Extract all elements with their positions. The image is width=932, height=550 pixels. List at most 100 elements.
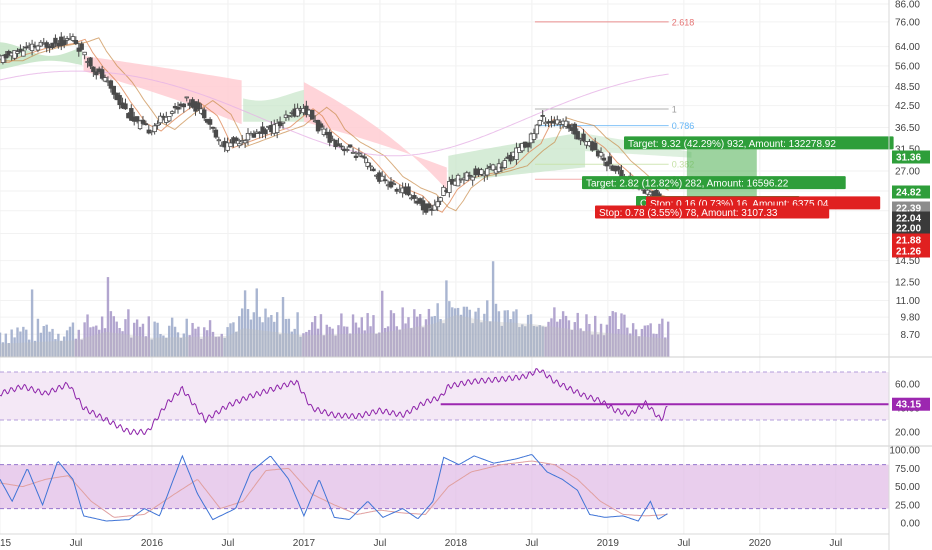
candle[interactable] (143, 120, 149, 126)
candle[interactable] (70, 33, 76, 43)
candle[interactable] (406, 183, 411, 197)
candle[interactable] (356, 147, 362, 157)
candle[interactable] (44, 40, 49, 53)
candle[interactable] (616, 165, 621, 175)
candle[interactable] (485, 164, 490, 180)
candle[interactable] (29, 39, 35, 56)
candle[interactable] (210, 126, 216, 133)
candle[interactable] (53, 34, 58, 48)
candle[interactable] (502, 157, 507, 170)
candle[interactable] (479, 167, 484, 177)
candle[interactable] (327, 129, 332, 147)
candle[interactable] (263, 128, 268, 139)
candle[interactable] (353, 151, 359, 161)
candle[interactable] (572, 122, 577, 140)
candle[interactable] (12, 50, 17, 61)
candle[interactable] (88, 57, 93, 70)
candle[interactable] (371, 166, 376, 172)
candle[interactable] (563, 116, 569, 129)
candle[interactable] (435, 196, 440, 212)
candle[interactable] (534, 123, 540, 139)
candle[interactable] (423, 203, 429, 215)
candle[interactable] (531, 128, 537, 144)
candle[interactable] (336, 138, 341, 147)
candle[interactable] (490, 163, 496, 172)
candle[interactable] (581, 128, 586, 143)
candle[interactable] (309, 109, 315, 120)
candle[interactable] (0, 54, 6, 65)
candle[interactable] (140, 115, 146, 126)
candle[interactable] (184, 96, 189, 102)
candle[interactable] (35, 44, 41, 53)
candle[interactable] (575, 128, 580, 140)
candle[interactable] (321, 125, 327, 137)
candle[interactable] (15, 48, 20, 58)
candle[interactable] (181, 102, 187, 113)
candle[interactable] (330, 135, 335, 142)
order-annotation[interactable]: Target: 2.82 (12.82%) 282, Amount: 16596… (582, 176, 846, 190)
candle[interactable] (102, 74, 108, 83)
candle[interactable] (540, 110, 545, 122)
candle[interactable] (228, 139, 233, 148)
candle[interactable] (73, 36, 79, 46)
candle[interactable] (277, 116, 283, 129)
candle[interactable] (21, 45, 26, 57)
candle[interactable] (365, 158, 370, 170)
candle[interactable] (111, 85, 116, 99)
candle[interactable] (447, 176, 452, 198)
candle[interactable] (318, 121, 324, 131)
candle[interactable] (79, 41, 84, 52)
candle[interactable] (455, 173, 461, 187)
order-annotations[interactable]: Target: 9.32 (42.29%) 932, Amount: 13227… (582, 136, 894, 219)
candle[interactable] (593, 137, 598, 151)
candle[interactable] (237, 138, 242, 149)
candle[interactable] (50, 42, 55, 50)
candle[interactable] (24, 42, 29, 51)
candle[interactable] (514, 142, 519, 165)
rsi-pane[interactable] (0, 367, 889, 436)
candle[interactable] (94, 68, 99, 80)
candle[interactable] (432, 199, 437, 211)
order-annotation[interactable]: Stop: 0.78 (3.55%) 78, Amount: 3107.33 (595, 205, 830, 219)
candle[interactable] (196, 99, 201, 112)
candle[interactable] (467, 171, 472, 180)
candle[interactable] (286, 115, 292, 121)
candle[interactable] (82, 51, 87, 60)
candle[interactable] (555, 115, 560, 126)
candle[interactable] (537, 119, 542, 127)
candle[interactable] (202, 107, 207, 122)
candle[interactable] (117, 92, 122, 110)
candle[interactable] (213, 127, 219, 139)
candle[interactable] (137, 119, 143, 131)
candle[interactable] (412, 191, 417, 204)
candle[interactable] (155, 120, 160, 130)
candle[interactable] (295, 103, 300, 118)
candle[interactable] (234, 136, 239, 144)
candle[interactable] (274, 119, 280, 139)
candle[interactable] (607, 152, 613, 170)
time-axis[interactable]: 2015 Jul 2016 Jul 2017 Jul 2018 Jul 2019 Jul 2020 J… (0, 538, 842, 549)
candle[interactable] (245, 128, 251, 146)
candle[interactable] (242, 138, 248, 148)
candle[interactable] (175, 101, 181, 114)
target-zone[interactable] (686, 149, 757, 198)
candle[interactable] (380, 171, 385, 182)
candle[interactable] (207, 117, 213, 130)
candle[interactable] (339, 142, 344, 151)
order-annotation[interactable]: Target: 9.32 (42.29%) 932, Amount: 13227… (624, 136, 894, 150)
candle[interactable] (438, 196, 443, 205)
candle[interactable] (345, 146, 350, 153)
candle[interactable] (382, 174, 388, 184)
stochastic-axis[interactable]: 100.00 75.00 50.00 25.00 0.00 (889, 446, 920, 530)
candle[interactable] (152, 122, 157, 135)
candle[interactable] (601, 153, 607, 166)
candle[interactable] (280, 121, 286, 129)
candle[interactable] (359, 152, 365, 158)
candle[interactable] (350, 147, 356, 154)
candle[interactable] (362, 153, 367, 164)
candle[interactable] (108, 79, 114, 93)
candle[interactable] (169, 110, 175, 117)
candle[interactable] (167, 116, 172, 123)
